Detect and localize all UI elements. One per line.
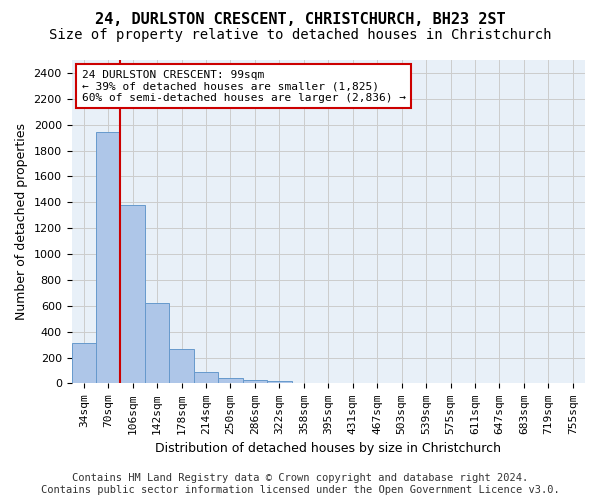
Bar bbox=[292, 383, 316, 384]
Bar bbox=[145, 302, 169, 384]
Bar bbox=[194, 372, 218, 384]
Bar bbox=[218, 378, 242, 384]
Bar bbox=[71, 344, 96, 384]
Text: 24, DURLSTON CRESCENT, CHRISTCHURCH, BH23 2ST: 24, DURLSTON CRESCENT, CHRISTCHURCH, BH2… bbox=[95, 12, 505, 28]
Bar bbox=[242, 380, 267, 384]
Bar bbox=[121, 205, 145, 384]
X-axis label: Distribution of detached houses by size in Christchurch: Distribution of detached houses by size … bbox=[155, 442, 501, 455]
Text: 24 DURLSTON CRESCENT: 99sqm
← 39% of detached houses are smaller (1,825)
60% of : 24 DURLSTON CRESCENT: 99sqm ← 39% of det… bbox=[82, 70, 406, 103]
Bar bbox=[96, 132, 121, 384]
Bar bbox=[169, 349, 194, 384]
Text: Size of property relative to detached houses in Christchurch: Size of property relative to detached ho… bbox=[49, 28, 551, 42]
Y-axis label: Number of detached properties: Number of detached properties bbox=[15, 123, 28, 320]
Bar bbox=[267, 381, 292, 384]
Text: Contains HM Land Registry data © Crown copyright and database right 2024.
Contai: Contains HM Land Registry data © Crown c… bbox=[41, 474, 559, 495]
